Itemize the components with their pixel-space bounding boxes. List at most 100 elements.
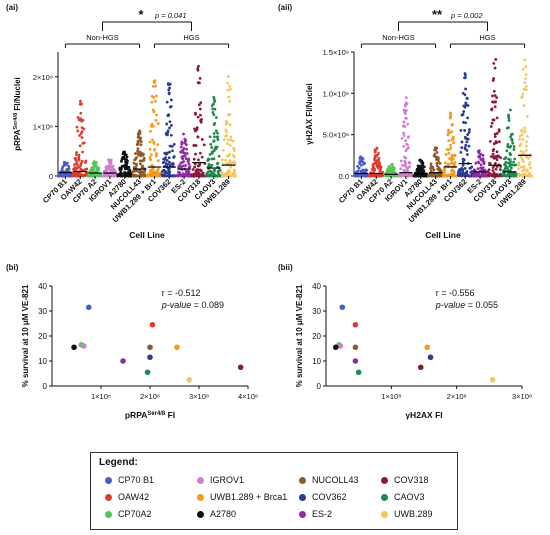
stat-p-label: p-value bbox=[435, 300, 466, 310]
data-point bbox=[493, 66, 497, 70]
data-point bbox=[172, 156, 176, 159]
data-point bbox=[492, 89, 496, 93]
data-point bbox=[491, 166, 495, 169]
legend-label: UWB1.289 + Brca1 bbox=[210, 492, 288, 502]
data-point bbox=[390, 163, 394, 167]
data-point bbox=[165, 100, 169, 104]
data-point bbox=[493, 135, 497, 139]
data-point bbox=[356, 164, 359, 168]
data-point bbox=[517, 167, 521, 171]
data-point bbox=[495, 96, 499, 100]
data-point bbox=[169, 98, 173, 102]
data-point bbox=[415, 169, 419, 172]
data-point bbox=[408, 161, 412, 165]
legend-item: ES-2 bbox=[299, 509, 332, 519]
data-point bbox=[76, 116, 80, 119]
scatter-point bbox=[352, 358, 359, 364]
data-point bbox=[78, 134, 81, 137]
scatter-point bbox=[81, 343, 87, 349]
data-point bbox=[229, 138, 233, 142]
data-point bbox=[521, 67, 525, 71]
data-point bbox=[403, 163, 407, 167]
data-point bbox=[230, 161, 234, 164]
scatter-point bbox=[427, 354, 434, 361]
data-point bbox=[155, 113, 158, 117]
data-point bbox=[404, 116, 408, 120]
data-point bbox=[463, 93, 467, 97]
data-point bbox=[138, 159, 142, 163]
data-point bbox=[164, 174, 168, 178]
data-point bbox=[451, 137, 455, 141]
data-point bbox=[73, 163, 76, 166]
legend-item: OAW42 bbox=[105, 492, 149, 502]
data-point bbox=[153, 147, 156, 151]
data-point bbox=[88, 169, 92, 173]
y-tick-label: 10 bbox=[38, 357, 47, 366]
scatter-point bbox=[237, 364, 244, 371]
data-point bbox=[161, 169, 165, 172]
data-point bbox=[120, 165, 124, 168]
data-point bbox=[436, 167, 440, 171]
data-point bbox=[142, 156, 146, 160]
data-point bbox=[417, 164, 421, 168]
data-point bbox=[167, 88, 171, 92]
data-point bbox=[521, 95, 524, 98]
data-point bbox=[77, 118, 81, 122]
data-point bbox=[494, 58, 498, 61]
data-point bbox=[199, 101, 203, 104]
data-point bbox=[179, 145, 183, 149]
data-point bbox=[524, 174, 528, 178]
data-point bbox=[75, 125, 79, 129]
data-point bbox=[454, 174, 458, 178]
data-point bbox=[197, 158, 200, 162]
data-point bbox=[377, 174, 381, 178]
data-point bbox=[429, 162, 433, 166]
data-point bbox=[93, 174, 97, 178]
data-point bbox=[195, 128, 199, 131]
data-point bbox=[136, 170, 140, 173]
data-point bbox=[481, 153, 485, 157]
data-point bbox=[80, 102, 83, 106]
data-point bbox=[524, 77, 528, 81]
data-point bbox=[224, 158, 227, 162]
data-point bbox=[452, 141, 456, 145]
data-point bbox=[507, 119, 511, 122]
data-point bbox=[517, 172, 521, 176]
group-label: Non-HGS bbox=[86, 33, 119, 42]
data-point bbox=[491, 94, 494, 98]
data-point bbox=[146, 174, 150, 178]
data-point bbox=[400, 174, 404, 178]
data-point bbox=[213, 99, 217, 103]
data-point bbox=[450, 161, 453, 165]
data-point bbox=[423, 173, 426, 177]
data-point bbox=[525, 115, 529, 118]
data-point bbox=[160, 173, 164, 176]
data-point bbox=[166, 82, 170, 85]
data-point bbox=[461, 163, 465, 167]
data-point bbox=[432, 168, 436, 172]
data-point bbox=[466, 153, 469, 156]
data-point bbox=[152, 79, 156, 83]
data-point bbox=[492, 62, 496, 65]
data-point bbox=[359, 163, 363, 167]
y-tick-label: 1.0×10⁹ bbox=[323, 89, 349, 98]
data-point bbox=[193, 165, 197, 169]
data-point bbox=[404, 139, 408, 142]
data-point bbox=[141, 153, 145, 157]
data-point bbox=[449, 146, 453, 150]
data-point bbox=[212, 168, 216, 172]
data-point bbox=[523, 81, 527, 84]
scatter-point bbox=[149, 321, 156, 328]
data-point bbox=[491, 149, 495, 153]
data-point bbox=[198, 151, 202, 155]
data-point bbox=[429, 164, 433, 168]
data-point bbox=[226, 138, 230, 142]
data-point bbox=[76, 163, 79, 167]
data-point bbox=[121, 174, 124, 178]
data-point bbox=[439, 169, 443, 173]
data-point bbox=[523, 58, 527, 62]
data-point bbox=[449, 115, 453, 118]
data-point bbox=[176, 174, 180, 178]
data-point bbox=[208, 135, 212, 139]
data-point bbox=[524, 144, 528, 148]
